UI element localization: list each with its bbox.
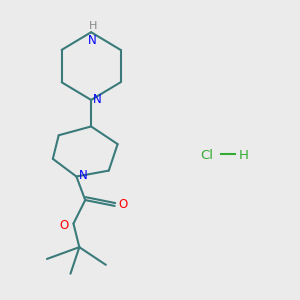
Text: O: O (60, 219, 69, 232)
Text: N: N (93, 93, 101, 106)
Text: N: N (88, 34, 97, 47)
Text: H: H (238, 149, 248, 162)
Text: H: H (88, 21, 97, 31)
Text: O: O (118, 198, 128, 211)
Text: Cl: Cl (200, 149, 213, 162)
Text: N: N (79, 169, 88, 182)
